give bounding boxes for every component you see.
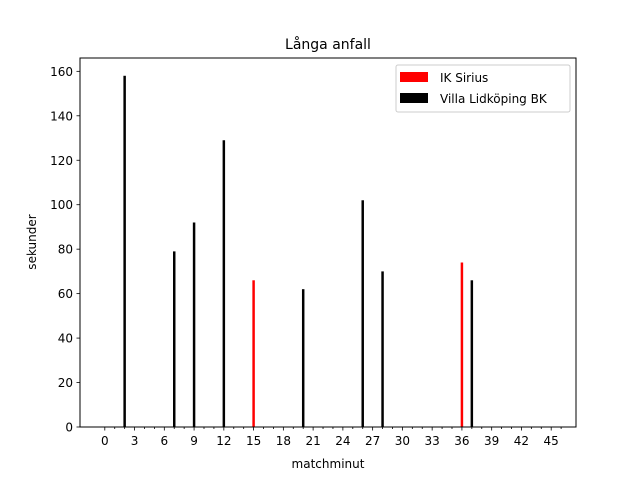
y-tick-label: 100: [50, 198, 73, 212]
bar-series-0: [252, 280, 255, 427]
bar-series-1: [470, 280, 474, 427]
y-tick-label: 140: [50, 109, 73, 123]
bar-series-0: [460, 262, 464, 427]
plot-frame: [79, 57, 577, 428]
x-tick-label: 30: [395, 434, 410, 448]
y-tick-label: 80: [58, 243, 73, 257]
bar-series-1: [381, 271, 384, 427]
legend: IK Sirius Villa Lidköping BK: [395, 64, 571, 113]
bar-series-1: [361, 200, 364, 427]
x-axis: 0 3 6 9 12 15 18 21 24 27 30 33 36 39 42 45: [101, 427, 562, 448]
y-tick-label: 120: [50, 154, 73, 168]
bar-series-1: [192, 222, 196, 427]
x-tick-label: 33: [425, 434, 440, 448]
y-axis: 0 20 40 60 80 100 120 140 160: [50, 65, 80, 435]
x-tick-label: 3: [131, 434, 139, 448]
x-tick-label: 0: [101, 434, 109, 448]
x-tick-label: 18: [276, 434, 291, 448]
bar-series-1: [173, 251, 176, 427]
legend-label-0: IK Sirius: [440, 71, 488, 85]
y-tick-label: 160: [50, 65, 73, 79]
x-tick-label: 39: [484, 434, 499, 448]
bar-series-1: [222, 140, 226, 427]
bar-series-1: [301, 289, 305, 427]
x-tick-label: 45: [544, 434, 559, 448]
x-tick-label: 24: [335, 434, 350, 448]
x-tick-label: 36: [454, 434, 469, 448]
legend-swatch-1: [400, 93, 428, 103]
bars-layer: [123, 75, 474, 427]
x-tick-label: 27: [365, 434, 380, 448]
y-tick-label: 60: [58, 287, 73, 301]
x-tick-label: 12: [216, 434, 231, 448]
y-axis-label: sekunder: [25, 214, 39, 269]
x-axis-label: matchminut: [292, 457, 365, 471]
y-tick-label: 40: [58, 332, 73, 346]
legend-label-1: Villa Lidköping BK: [440, 92, 548, 106]
x-tick-label: 21: [305, 434, 320, 448]
bar-series-1: [123, 75, 126, 427]
y-tick-label: 0: [65, 421, 73, 435]
x-tick-label: 9: [190, 434, 198, 448]
legend-box: [395, 64, 571, 113]
x-tick-label: 42: [514, 434, 529, 448]
legend-swatch-0: [400, 72, 428, 82]
y-tick-label: 20: [58, 376, 73, 390]
x-tick-label: 15: [246, 434, 261, 448]
chart-title: Långa anfall: [285, 36, 371, 53]
x-tick-label: 6: [160, 434, 168, 448]
